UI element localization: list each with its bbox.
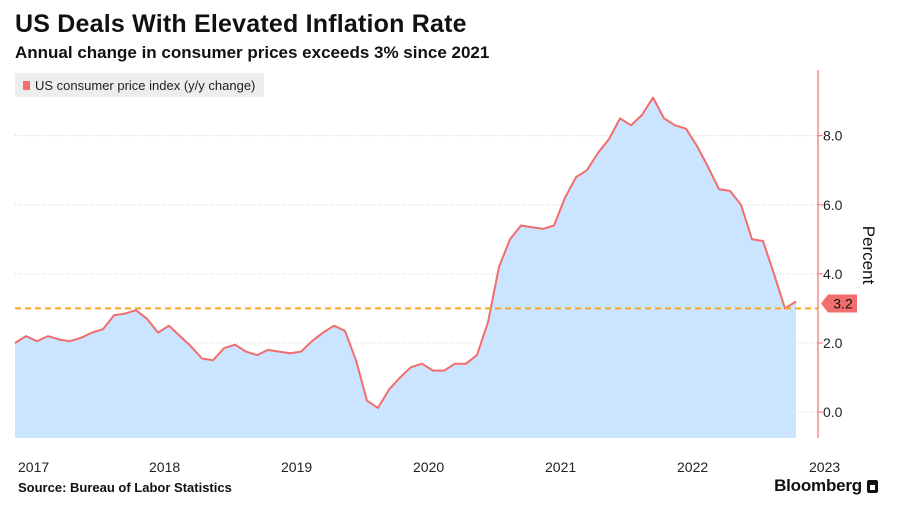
legend-label: US consumer price index (y/y change) — [35, 77, 256, 93]
x-axis-ticks: 2017 2018 2019 2020 2021 2022 2023 — [18, 459, 840, 475]
brand-logo: Bloomberg — [774, 476, 878, 496]
legend: US consumer price index (y/y change) — [15, 73, 265, 97]
callout-value: 3.2 — [833, 296, 853, 312]
x-tick-label: 2021 — [545, 459, 576, 475]
chart-subtitle: Annual change in consumer prices exceeds… — [15, 43, 490, 62]
chart-title: US Deals With Elevated Inflation Rate — [15, 10, 467, 38]
terminal-icon — [867, 479, 878, 493]
last-value-callout: 3.2 — [821, 294, 857, 313]
series-area — [15, 97, 796, 438]
y-tick-label: 8.0 — [823, 128, 843, 144]
series-line — [14, 96, 797, 409]
x-tick-label: 2019 — [281, 459, 312, 475]
x-tick-label: 2020 — [413, 459, 444, 475]
legend-swatch — [23, 80, 30, 90]
source-note: Source: Bureau of Labor Statistics — [18, 480, 232, 495]
x-tick-label: 2023 — [809, 459, 840, 475]
y-tick-label: 2.0 — [823, 335, 843, 351]
x-tick-label: 2022 — [677, 459, 708, 475]
x-tick-label: 2017 — [18, 459, 49, 475]
brand-name: Bloomberg — [774, 476, 862, 495]
y-tick-label: 0.0 — [823, 404, 843, 420]
y-tick-label: 6.0 — [823, 197, 843, 213]
y-axis-label: Percent — [859, 226, 878, 285]
callout-tag — [821, 294, 857, 313]
y-tick-label: 4.0 — [823, 266, 843, 282]
x-tick-label: 2018 — [149, 459, 180, 475]
y-axis-ticks: 0.0 2.0 4.0 6.0 8.0 — [818, 128, 843, 420]
